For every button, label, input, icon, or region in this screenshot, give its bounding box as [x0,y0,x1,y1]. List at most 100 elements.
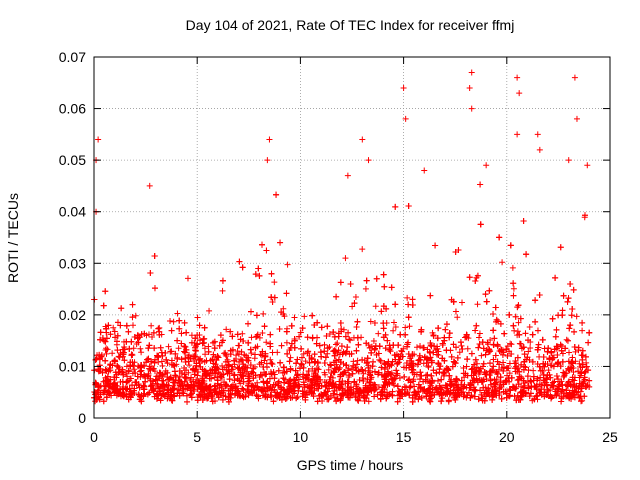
data-point [471,386,478,393]
data-point [324,323,331,330]
data-point [384,337,391,344]
data-point [570,286,577,293]
data-point [527,390,534,397]
data-point [529,331,536,338]
data-point [326,331,333,338]
data-point [526,393,533,400]
data-point [183,346,190,353]
data-point [175,386,182,393]
data-point [392,323,399,330]
data-point [380,303,387,310]
data-point [471,393,478,400]
data-point [436,390,443,397]
data-point [256,334,263,341]
data-point [563,370,570,377]
data-point [437,363,444,370]
data-point [205,393,212,400]
data-point [380,334,387,341]
data-point [413,344,420,351]
data-point [200,336,207,343]
data-point [512,313,519,320]
data-point [219,277,226,284]
data-point [200,339,207,346]
data-point [316,342,323,349]
data-point [548,349,555,356]
data-point [424,346,431,353]
data-point [362,285,369,292]
data-point [342,350,349,357]
data-point [514,354,521,361]
data-point [463,363,470,370]
data-point [546,355,553,362]
data-point [493,318,500,325]
data-point [434,377,441,384]
data-point [103,383,110,390]
data-point [178,370,185,377]
data-point [129,382,136,389]
data-point [515,381,522,388]
data-point [363,395,370,402]
data-point [432,242,439,249]
data-point [148,322,155,329]
data-point [460,389,467,396]
data-point [487,360,494,367]
data-point [237,371,244,378]
data-point [145,370,152,377]
data-point [468,350,475,357]
data-point [321,359,328,366]
data-point [509,383,516,390]
data-point [284,261,291,268]
data-point [472,327,479,334]
data-point [489,393,496,400]
data-point [349,303,356,310]
data-point [548,393,555,400]
data-point [211,397,218,404]
data-point [108,392,115,399]
data-point [338,381,345,388]
data-point [383,395,390,402]
data-point [579,327,586,334]
data-point [111,328,118,335]
data-point [480,345,487,352]
data-point [339,351,346,358]
data-point [521,359,528,366]
data-point [490,311,497,318]
data-point [336,364,343,371]
data-point [509,264,516,271]
data-point [332,341,339,348]
data-point [293,360,300,367]
data-point [105,322,112,329]
data-point [184,398,191,405]
data-point [214,365,221,372]
data-point [277,359,284,366]
data-point [395,359,402,366]
data-point [156,331,163,338]
data-point [550,363,557,370]
data-point [407,383,414,390]
data-point [466,274,473,281]
data-point [262,352,269,359]
data-point [439,340,446,347]
data-point [506,370,513,377]
data-point [510,285,517,292]
data-point [302,396,309,403]
data-point [494,358,501,365]
data-point [415,396,422,403]
data-point [569,354,576,361]
data-point [125,328,132,335]
data-point [153,395,160,402]
data-point [525,348,532,355]
data-point [572,348,579,355]
data-point [199,397,206,404]
data-point [401,390,408,397]
data-point [178,356,185,363]
data-point [321,341,328,348]
data-point [427,398,434,405]
data-point [129,351,136,358]
data-point [406,323,413,330]
data-point [193,360,200,367]
data-point [302,358,309,365]
data-point [283,290,290,297]
data-point [507,387,514,394]
data-point [155,353,162,360]
